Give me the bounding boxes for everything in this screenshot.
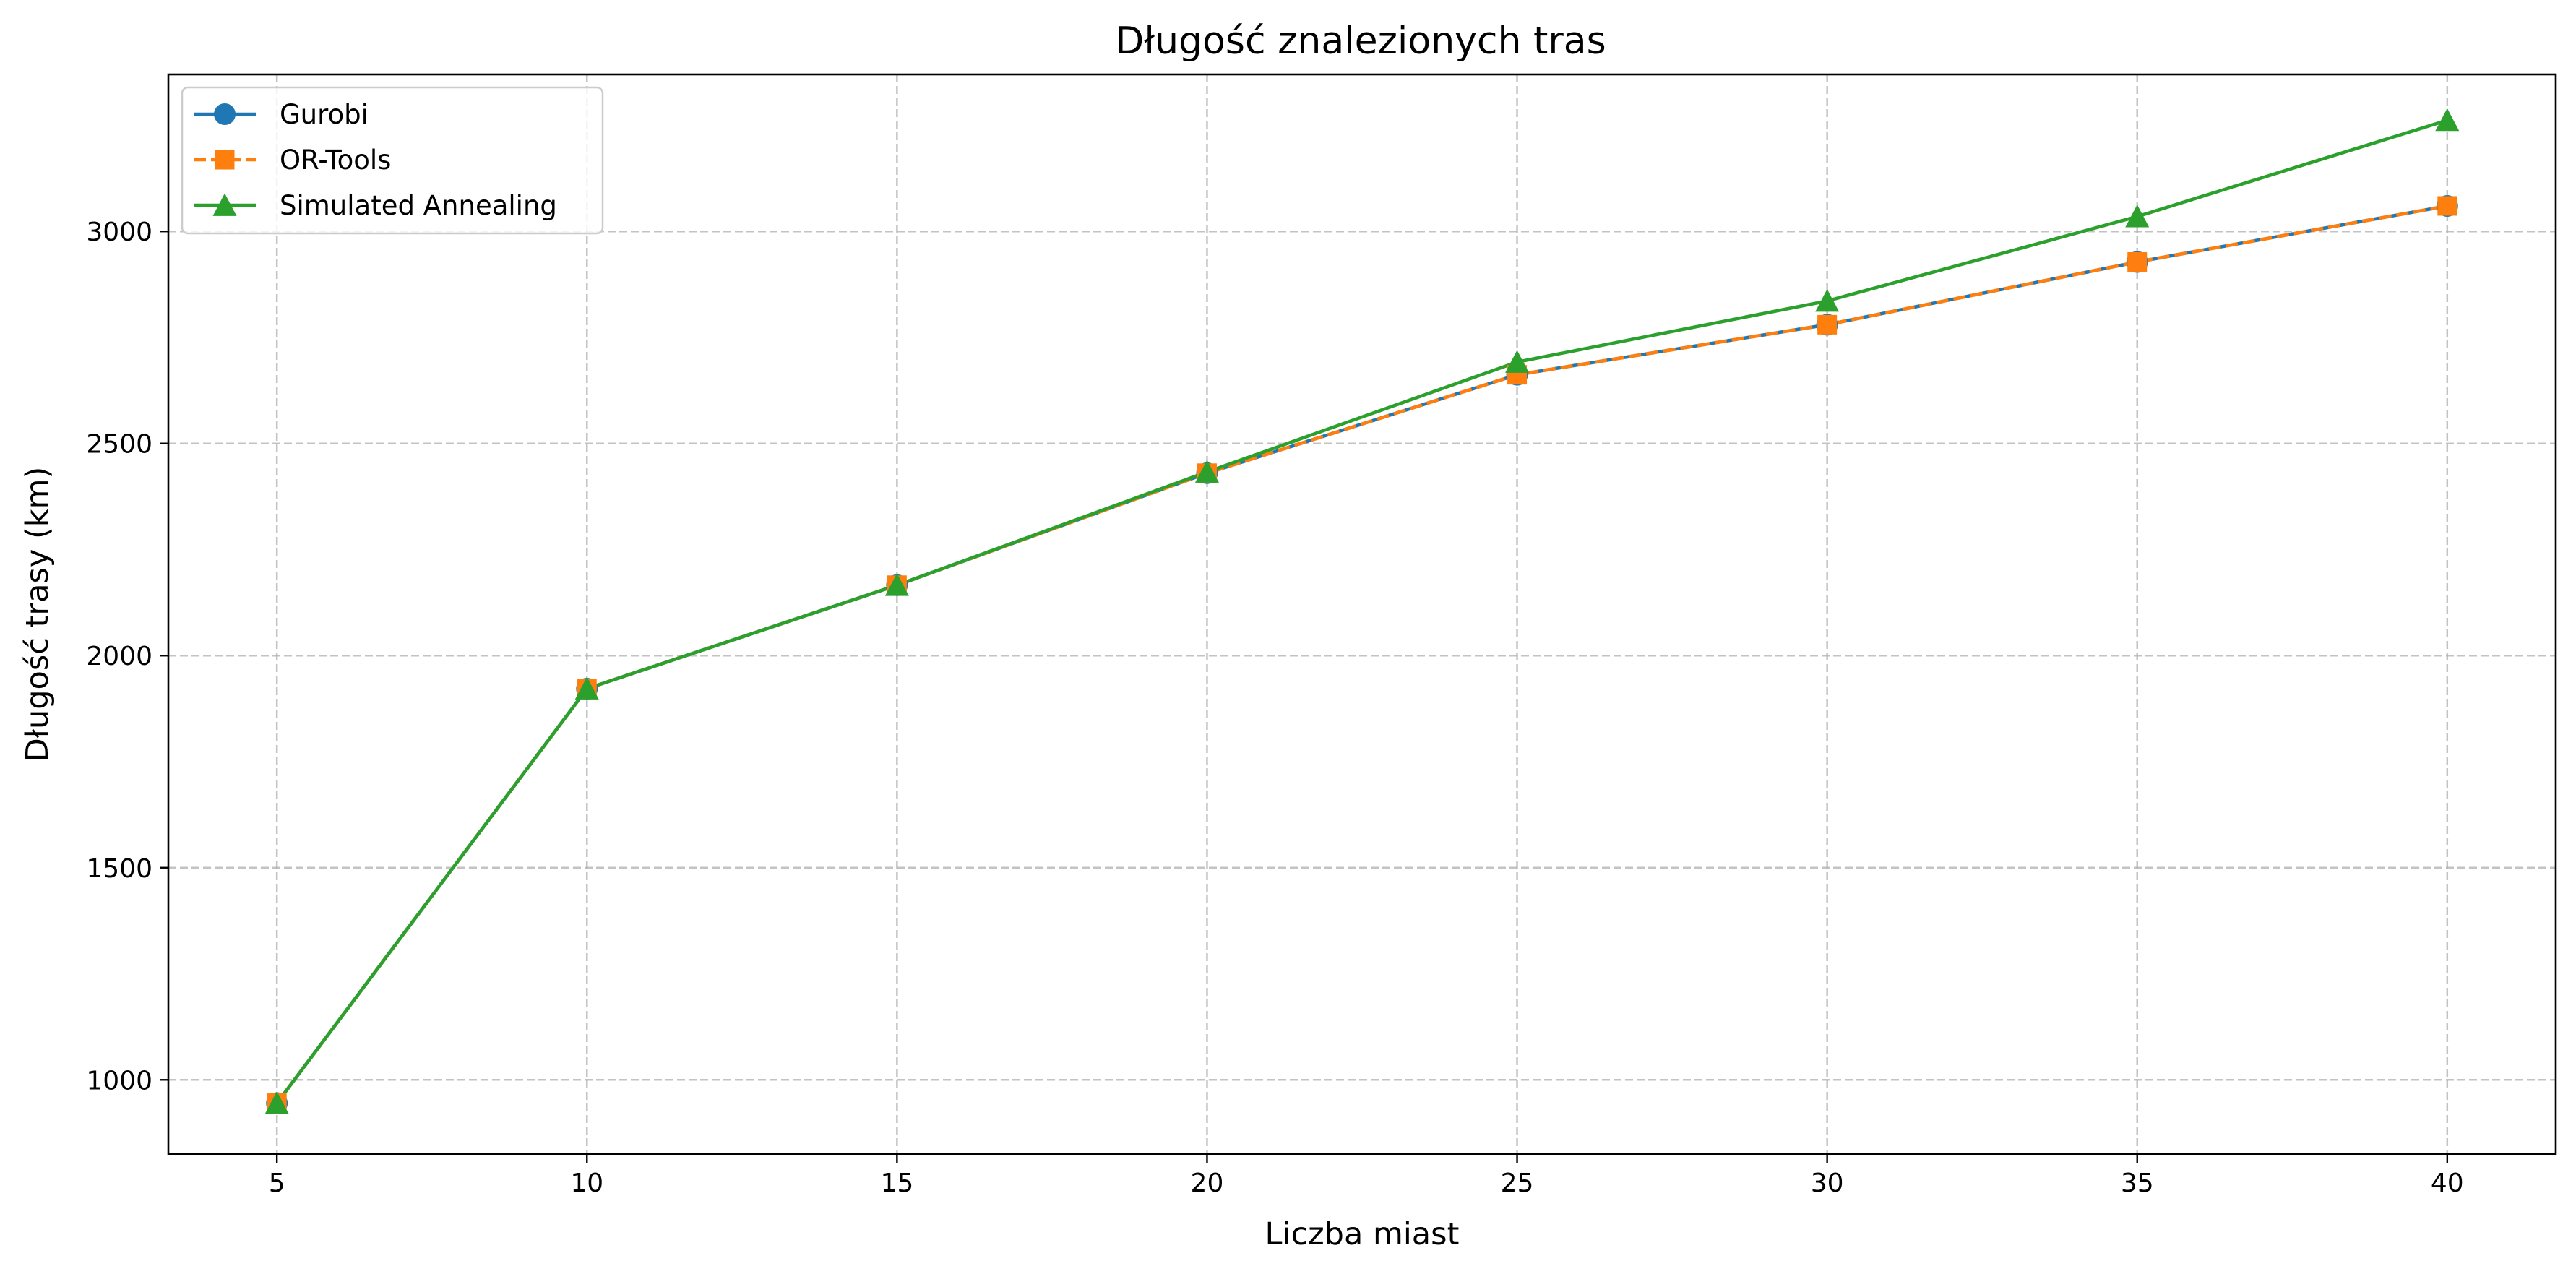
y-axis-label: Długość trasy (km): [20, 467, 56, 762]
data-point-simulated-annealing: [574, 676, 599, 700]
legend-label-simulated-annealing: Simulated Annealing: [280, 190, 557, 221]
legend-entry-gurobi: Gurobi: [194, 99, 369, 130]
y-tick-label: 1500: [86, 854, 152, 884]
x-tick-label: 35: [2121, 1168, 2154, 1198]
legend-box: [181, 86, 604, 235]
x-tick-label: 5: [269, 1168, 285, 1198]
y-tick-label: 1000: [86, 1066, 152, 1096]
legend-label-gurobi: Gurobi: [280, 99, 369, 130]
legend-entries: Gurobi OR-Tools Simulated Annealing: [194, 99, 557, 221]
x-axis-label: Liczba miast: [1265, 1216, 1460, 1252]
legend: Gurobi OR-Tools Simulated Annealing: [181, 86, 604, 235]
plot-area: [167, 73, 2557, 1155]
data-point-simulated-annealing: [2435, 108, 2460, 132]
y-tick-label: 2500: [86, 430, 152, 460]
data-point-simulated-annealing: [1815, 288, 1840, 312]
data-point-or-tools: [2437, 196, 2457, 216]
legend-label-or-tools: OR-Tools: [280, 145, 391, 176]
x-axis-ticks: 5 10 15 20 25 30 35 40: [269, 1154, 2464, 1198]
data-point-simulated-annealing: [1505, 350, 1530, 373]
series-line-or-tools: [275, 204, 2448, 1104]
data-point-simulated-annealing: [264, 1091, 289, 1114]
data-point-simulated-annealing: [1194, 460, 1219, 483]
data-point-or-tools: [1817, 314, 1838, 335]
plot-frame: [167, 73, 2557, 1155]
legend-marker-gurobi: [214, 103, 236, 125]
chart-title: Długość znalezionych tras: [1115, 20, 1606, 63]
y-tick-label: 2000: [86, 642, 152, 671]
series-markers: [264, 108, 2460, 1114]
plot-background: [168, 74, 2556, 1154]
legend-entry-or-tools: OR-Tools: [194, 145, 391, 176]
x-tick-label: 10: [570, 1168, 603, 1198]
y-axis-ticks: 1000 1500 2000 2500 3000: [86, 218, 168, 1096]
legend-marker-simulated-annealing: [212, 193, 237, 216]
x-tick-label: 30: [1811, 1168, 1844, 1198]
series-lines: [275, 119, 2448, 1104]
x-tick-label: 40: [2431, 1168, 2464, 1198]
legend-marker-or-tools: [215, 150, 235, 170]
data-point-simulated-annealing: [2125, 205, 2150, 228]
x-tick-label: 20: [1191, 1168, 1224, 1198]
x-tick-label: 15: [880, 1168, 913, 1198]
y-tick-label: 3000: [86, 218, 152, 247]
series-line-simulated-annealing: [275, 119, 2448, 1104]
legend-entry-simulated-annealing: Simulated Annealing: [194, 190, 557, 221]
x-tick-label: 25: [1501, 1168, 1534, 1198]
data-point-or-tools: [2127, 251, 2148, 272]
data-point-simulated-annealing: [884, 573, 909, 596]
